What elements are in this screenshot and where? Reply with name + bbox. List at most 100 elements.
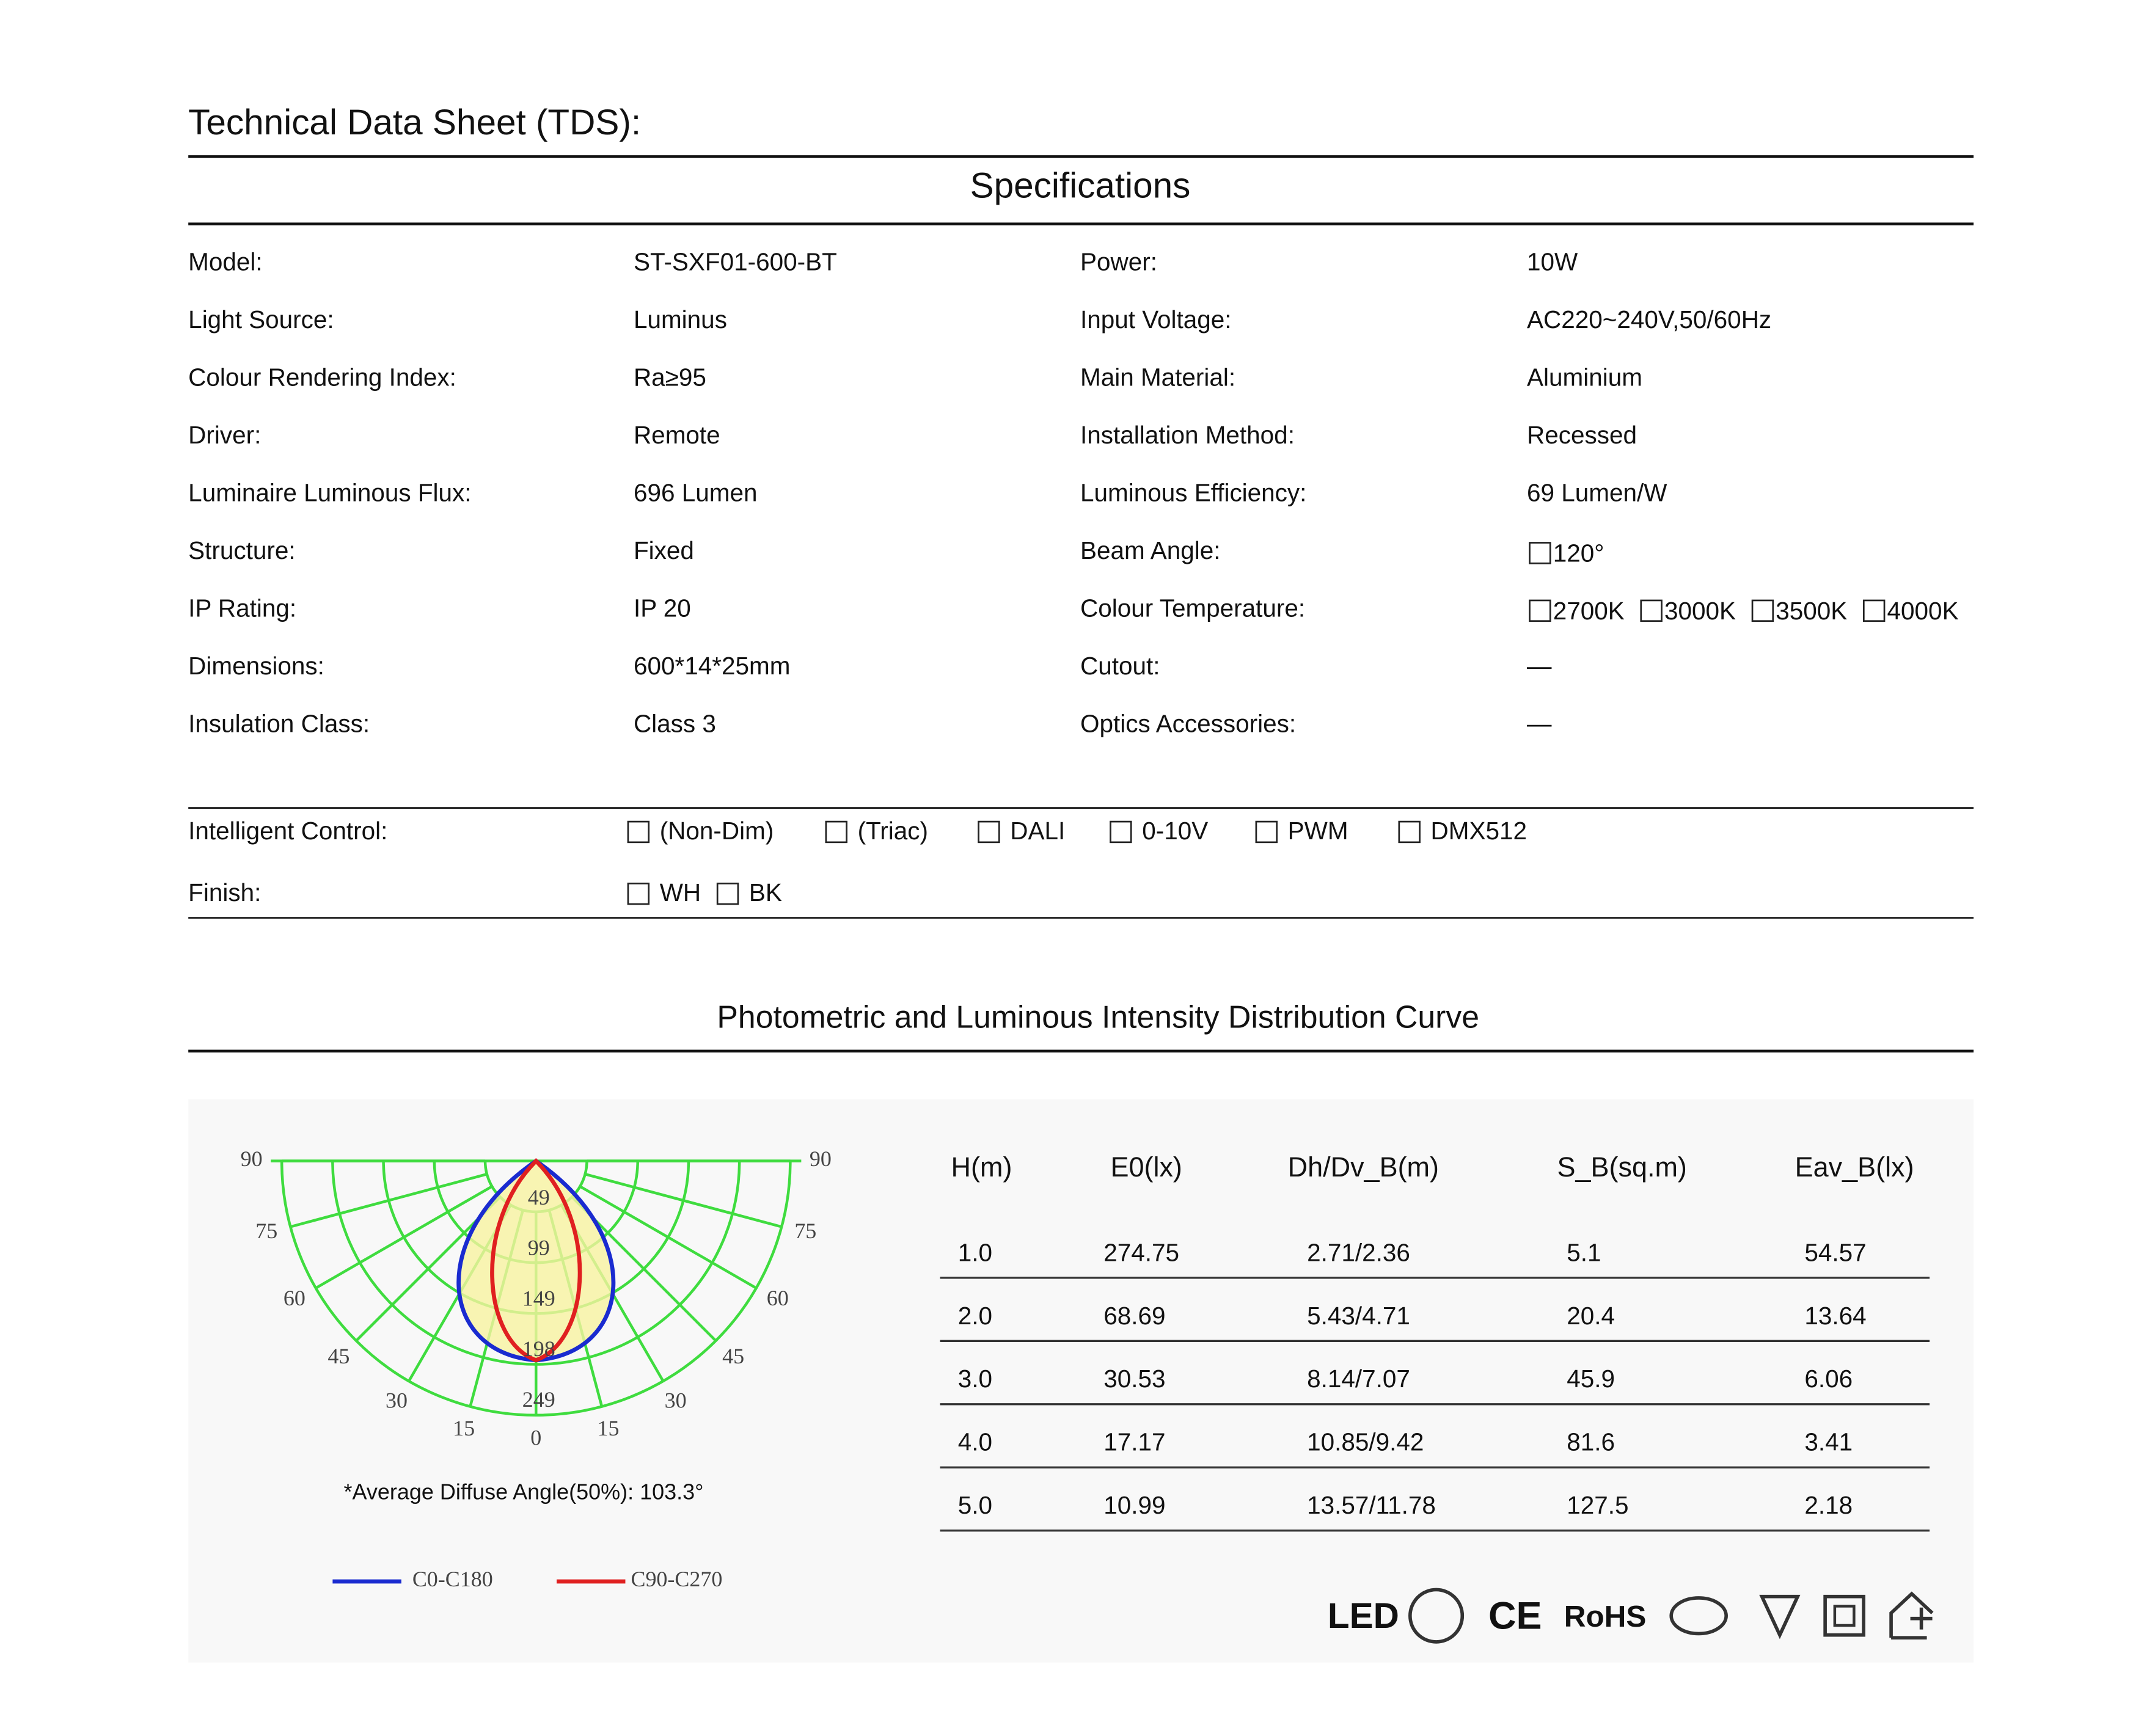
- table-cell: 4.0: [958, 1428, 992, 1456]
- checkbox: [978, 820, 1000, 844]
- control-option: DMX512: [1431, 817, 1527, 845]
- table-cell: 54.57: [1804, 1238, 1866, 1266]
- section-heading: Photometric and Luminous Intensity Distr…: [717, 999, 1479, 1035]
- table-header: H(m): [951, 1151, 1012, 1183]
- angle-label: 0: [530, 1426, 541, 1450]
- spec-label: Colour Rendering Index:: [188, 363, 456, 391]
- checkbox: [1751, 599, 1774, 622]
- polar-spoke: [315, 1185, 493, 1289]
- angle-label: 60: [767, 1286, 789, 1310]
- angle-label: 15: [453, 1416, 475, 1440]
- control-label: Intelligent Control:: [188, 817, 387, 845]
- spec-label: Structure:: [188, 536, 295, 564]
- checkbox: [1255, 820, 1278, 844]
- spec-value: ST-SXF01-600-BT: [634, 248, 837, 276]
- polar-spoke: [585, 1173, 782, 1228]
- curve-c90: [490, 1158, 582, 1363]
- cert-indoor: [1889, 1591, 1934, 1639]
- spec-option: 2700K: [1553, 597, 1625, 625]
- spec-value: 69 Lumen/W: [1527, 478, 1667, 506]
- table-cell: 5.1: [1567, 1238, 1601, 1266]
- polar-spoke: [290, 1173, 488, 1228]
- table-cell: 17.17: [1103, 1428, 1165, 1456]
- spec-value: 10W: [1527, 248, 1578, 276]
- table-cell: 81.6: [1567, 1428, 1615, 1456]
- spec-label: Model:: [188, 248, 262, 276]
- spec-label: Input Voltage:: [1080, 305, 1232, 334]
- control-option: 0-10V: [1142, 817, 1208, 845]
- angle-label: 45: [327, 1344, 349, 1368]
- angle-label: 60: [284, 1286, 306, 1310]
- checkbox: [627, 882, 650, 905]
- angle-label: 30: [665, 1388, 687, 1412]
- control-option: WH: [660, 878, 701, 906]
- cert-f: [1759, 1594, 1801, 1639]
- angle-label: 75: [255, 1219, 277, 1243]
- checkbox: [716, 882, 739, 905]
- radial-label: 149: [522, 1286, 555, 1310]
- photometric-panel: [188, 1099, 1974, 1663]
- table-cell: 5.43/4.71: [1307, 1302, 1410, 1330]
- spec-value: —: [1527, 709, 1552, 737]
- cert-logo: CE: [1488, 1594, 1542, 1637]
- angle-label: 90: [810, 1147, 832, 1171]
- checkbox: [1640, 599, 1663, 622]
- spec-option: 3000K: [1664, 597, 1736, 625]
- spec-label: Beam Angle:: [1080, 536, 1220, 564]
- spec-value: AC220~240V,50/60Hz: [1527, 305, 1771, 334]
- table-cell: 2.18: [1804, 1491, 1853, 1519]
- legend-label: C90-C270: [631, 1567, 722, 1591]
- section-heading: Specifications: [970, 166, 1191, 206]
- cert-logo: LED: [1328, 1596, 1399, 1636]
- checkbox: [1862, 599, 1886, 622]
- cert-ccc: [1408, 1588, 1465, 1644]
- polar-spoke: [579, 1185, 757, 1289]
- checkbox: [1110, 820, 1132, 844]
- spec-option: 120°: [1553, 539, 1604, 567]
- spec-value: —: [1527, 652, 1552, 680]
- control-option: (Non-Dim): [660, 817, 774, 845]
- radial-label: 249: [522, 1387, 555, 1412]
- table-cell: 20.4: [1567, 1302, 1615, 1330]
- table-cell: 5.0: [958, 1491, 992, 1519]
- table-header: Eav_B(lx): [1795, 1151, 1914, 1183]
- checkbox: [1529, 542, 1551, 564]
- table-cell: 10.99: [1103, 1491, 1165, 1519]
- table-cell: 68.69: [1103, 1302, 1165, 1330]
- spec-value: Class 3: [634, 709, 716, 737]
- spec-value: Luminus: [634, 305, 727, 334]
- title: Technical Data Sheet (TDS):: [188, 103, 641, 142]
- spec-value: 696 Lumen: [634, 478, 758, 506]
- table-cell: 45.9: [1567, 1365, 1615, 1393]
- angle-label: 15: [597, 1416, 619, 1440]
- angle-label: 30: [386, 1388, 408, 1412]
- checkbox: [1398, 820, 1421, 844]
- spec-label: Luminaire Luminous Flux:: [188, 478, 471, 506]
- table-cell: 13.57/11.78: [1307, 1491, 1436, 1519]
- cert-cqc: [1669, 1596, 1728, 1636]
- spec-value: Fixed: [634, 536, 694, 564]
- legend-label: C0-C180: [412, 1567, 493, 1591]
- angle-label: 90: [241, 1147, 263, 1171]
- spec-label: Optics Accessories:: [1080, 709, 1296, 737]
- table-cell: 1.0: [958, 1238, 992, 1266]
- spec-label: Installation Method:: [1080, 421, 1295, 449]
- spec-label: IP Rating:: [188, 594, 296, 622]
- polar-note: *Average Diffuse Angle(50%): 103.3°: [344, 1479, 704, 1504]
- table-header: Dh/Dv_B(m): [1288, 1151, 1439, 1183]
- control-option: DALI: [1010, 817, 1065, 845]
- cert-class2: [1823, 1594, 1865, 1637]
- table-cell: 10.85/9.42: [1307, 1428, 1424, 1456]
- spec-label: Light Source:: [188, 305, 334, 334]
- spec-label: Cutout:: [1080, 652, 1160, 680]
- spec-value: Ra≥95: [634, 363, 706, 391]
- table-cell: 13.64: [1804, 1302, 1866, 1330]
- spec-value: Recessed: [1527, 421, 1637, 449]
- table-header: E0(lx): [1110, 1151, 1182, 1183]
- radial-label: 198: [522, 1337, 555, 1361]
- spec-label: Power:: [1080, 248, 1157, 276]
- cert-logo: RoHS: [1564, 1600, 1647, 1633]
- angle-label: 75: [794, 1219, 816, 1243]
